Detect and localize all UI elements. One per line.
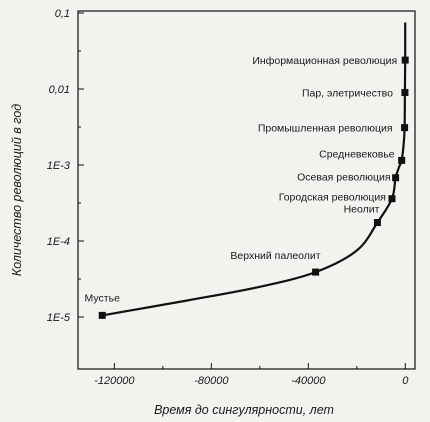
- data-point: [98, 311, 106, 319]
- data-point: [398, 156, 406, 164]
- point-label: Неолит: [344, 204, 380, 216]
- data-point: [392, 174, 400, 182]
- y-tick-label: 0,1: [55, 8, 70, 20]
- data-point: [401, 124, 409, 132]
- plot-frame: [77, 10, 416, 370]
- point-label: Городская революция: [279, 192, 386, 204]
- x-tick-label: 0: [402, 375, 409, 387]
- x-tick-label: -40000: [291, 375, 326, 387]
- y-tick-label: 1E-3: [47, 160, 71, 172]
- tick-labels: -120000 -80000 -40000 0 1E-5 1E-4 1E-3 0,01 0,1: [47, 8, 409, 387]
- x-axis-title: Время до сингулярности, лет: [154, 403, 334, 417]
- data-point: [388, 195, 396, 203]
- point-label: Пар, элетричество: [302, 87, 393, 99]
- y-tick-label: 1E-4: [47, 236, 70, 248]
- x-tick-label: -120000: [94, 375, 135, 387]
- point-label: Средневековье: [319, 148, 395, 160]
- point-label: Мустье: [85, 292, 121, 304]
- data-points: [98, 56, 409, 319]
- y-tick-label: 1E-5: [47, 312, 71, 324]
- x-tick-label: -80000: [194, 375, 229, 387]
- data-point: [373, 219, 381, 227]
- point-label: Промышленная революция: [258, 123, 393, 135]
- point-label: Верхний палеолит: [230, 250, 320, 262]
- data-point: [312, 268, 320, 276]
- y-axis-title: Количество революций в год: [10, 104, 24, 276]
- point-label: Осевая революция: [297, 172, 390, 184]
- data-point: [401, 56, 409, 64]
- data-point: [401, 88, 409, 96]
- point-label: Информационная революция: [252, 55, 397, 67]
- y-tick-label: 0,01: [49, 84, 70, 96]
- axis-ticks: [78, 12, 406, 369]
